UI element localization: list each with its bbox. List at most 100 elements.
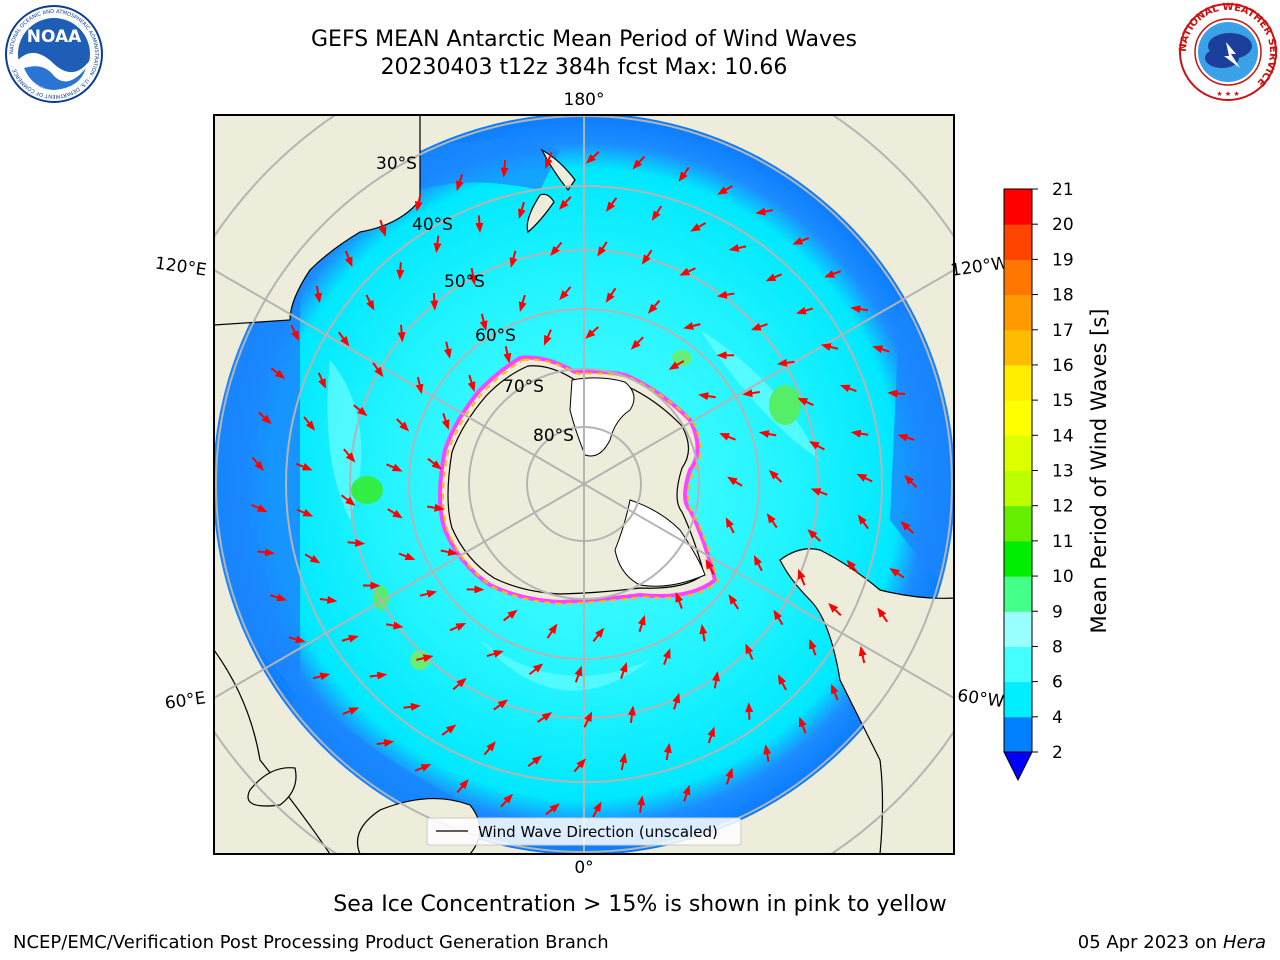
graticule [214,115,954,854]
wind-wave-arrow [456,778,469,794]
wind-wave-arrow [257,548,275,557]
wind-wave-arrow [403,702,421,711]
wind-wave-arrow [619,752,628,771]
wind-wave-arrow [559,286,572,301]
wind-wave-arrow [699,623,708,642]
wind-wave-arrow [543,329,552,346]
wind-wave-arrow [797,568,806,586]
wind-wave-arrow [528,663,544,676]
wind-wave-arrow [679,267,696,276]
wind-wave-arrow [295,462,313,471]
australia [214,115,421,326]
colorbar-tick-label: 14 [1052,426,1074,446]
wind-wave-arrow [683,322,701,330]
wind-wave-arrow [887,389,906,398]
wind-wave-arrow [857,514,869,530]
wind-wave-arrow [725,517,735,534]
wind-wave-arrow [414,764,432,772]
wind-wave-arrow [347,538,366,547]
wind-wave-arrow [312,672,331,681]
wind-wave-arrow [456,174,464,192]
wind-wave-arrow [414,194,423,212]
wind-wave-arrow [712,670,721,689]
wind-wave-arrow [763,744,772,762]
wind-wave-arrow [365,294,375,311]
wind-wave-arrow [678,166,690,182]
wind-wave-arrow [682,784,691,802]
wind-wave-arrow [545,803,560,816]
wind-wave-arrow [304,553,321,564]
lat-label-70s: 70°S [503,377,544,397]
lon-label-180: 180° [564,90,605,110]
wind-wave-arrow [430,292,439,311]
lat-label-50s: 50°S [444,272,485,292]
wind-wave-arrow [479,313,488,331]
lat-label-60s: 60°S [475,326,516,346]
map-area: 30°S 40°S 50°S 60°S 70°S 80°S Wind Wave … [214,115,954,854]
wind-wave-arrow [597,241,608,257]
colorbar-segment [1004,364,1032,401]
wind-wave-arrow [668,360,685,370]
colorbar-tick-label: 21 [1052,180,1074,200]
wind-wave-arrow [776,358,795,367]
wind-wave-arrow [269,593,287,602]
wind-wave-arrow [518,294,527,312]
wind-wave-arrow [846,559,859,574]
wind-wave-arrow [904,474,918,488]
wind-wave-arrow [270,367,286,379]
wind-wave-arrow [419,589,438,598]
sea-ice-note: Sea Ice Concentration > 15% is shown in … [333,892,947,917]
colorbar-extend-arrow [1003,751,1033,782]
wind-wave-arrow [831,683,839,701]
colorbar-tick-label: 11 [1052,532,1074,552]
legend-label: Wind Wave Direction (unscaled) [478,823,718,841]
wind-wave-arrow [500,793,513,808]
colorbar: 2 4 6 8 9 10 11 12 13 14 15 16 17 18 19 20 21 [1003,180,1074,782]
colorbar-segment [1004,329,1032,366]
colorbar-tick-label: 2 [1052,743,1063,763]
wind-wave-arrow [467,374,476,392]
wind-wave-arrow [585,326,599,339]
colorbar-segment [1004,716,1032,753]
madagascar [247,767,297,807]
wind-wave-arrow [651,205,663,221]
wind-wave-arrow [728,594,740,610]
wind-wave-arrow [527,755,543,768]
wind-wave-arrow [619,661,628,679]
wind-wave-arrow [675,592,684,609]
colorbar-segment [1004,646,1032,683]
green-patch [769,385,801,425]
wind-wave-arrow [558,196,572,210]
wind-wave-arrow [792,236,810,245]
colorbar-segment [1004,294,1032,331]
colorbar-tick-label: 20 [1052,215,1074,235]
wind-wave-arrow [503,609,518,622]
wind-wave-arrow [605,287,617,303]
wind-wave-arrow [398,552,416,561]
wind-wave-arrow [627,705,636,723]
wind-wave-arrow [317,372,327,389]
wind-wave-arrow [820,343,839,351]
wind-wave-arrow [768,469,783,483]
colorbar-label: Mean Period of Wind Waves [s] [1087,309,1111,634]
colorbar-tick-label: 16 [1052,356,1074,376]
wind-wave-arrow [545,152,553,169]
wind-wave-arrow [824,270,841,278]
wind-wave-arrow [385,621,404,630]
wind-wave-arrow [583,711,593,728]
wind-wave-arrow [605,197,618,212]
wind-wave-arrow [415,376,424,395]
lat-label-40s: 40°S [412,215,453,235]
wind-wave-arrow [773,609,784,626]
wind-wave-arrow [797,397,814,406]
green-patch [672,350,692,366]
longitude-labels: 180° 120°E 120°W 60°E 60°W 0° [154,90,1010,878]
colorbar-tick-label: 15 [1052,391,1074,411]
wind-wave-arrow [353,404,368,417]
colorbar-segment [1004,611,1032,647]
colorbar-segment [1004,576,1032,612]
colorbar-tick-label: 17 [1052,321,1074,341]
wind-wave-arrow [475,215,484,233]
wind-wave-arrow [396,418,410,432]
colorbar-tick-label: 8 [1052,637,1063,657]
